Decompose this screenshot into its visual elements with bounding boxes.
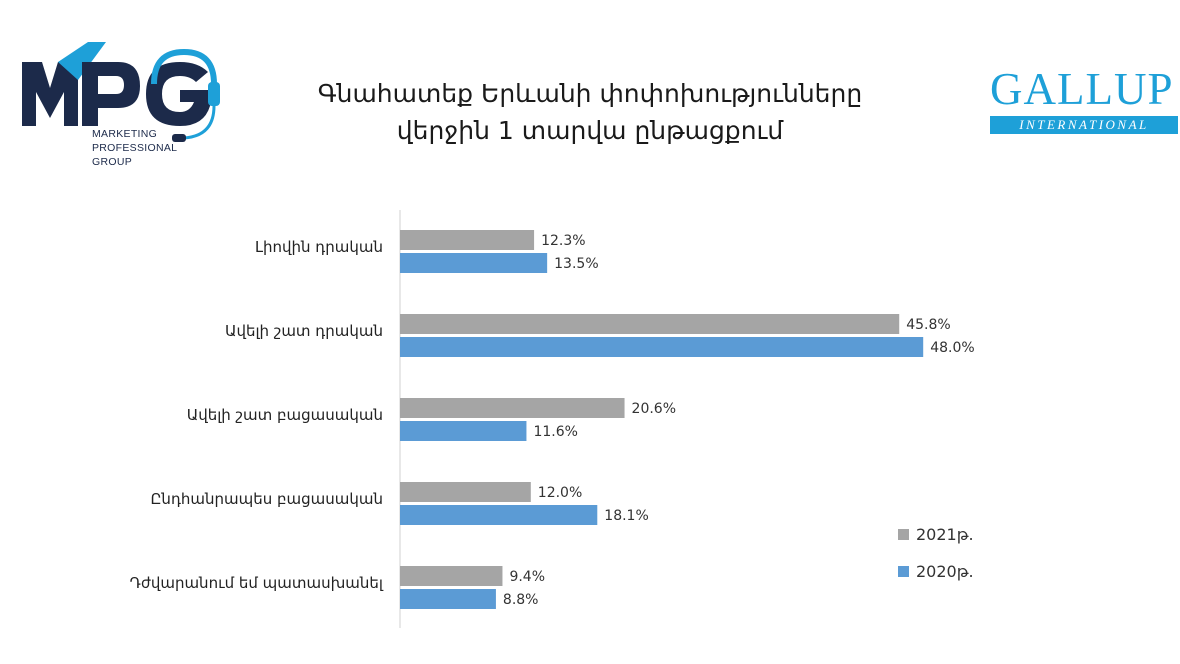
- bar-2020: [400, 589, 496, 609]
- category-label: Ընդհանրապես բացասական: [150, 490, 383, 508]
- value-label: 9.4%: [509, 569, 545, 585]
- bar-2021: [400, 566, 503, 586]
- gallup-band: INTERNATIONAL: [990, 116, 1178, 134]
- category-label: Ավելի շատ դրական: [225, 322, 383, 340]
- mpg-line-3: GROUP: [92, 156, 133, 168]
- legend-swatch: [898, 566, 909, 577]
- bar-2021: [400, 230, 535, 250]
- mpg-line-2: PROFESSIONAL: [92, 142, 178, 154]
- category-label: Ավելի շատ բացասական: [187, 406, 383, 424]
- value-label: 18.1%: [604, 508, 648, 524]
- gallup-logo: GALLUP INTERNATIONAL: [990, 64, 1180, 136]
- legend-label: 2020թ.: [916, 562, 974, 581]
- value-label: 12.3%: [541, 233, 585, 249]
- chart-title-line-1: Գնահատեք Երևանի փոփոխությունները: [317, 79, 863, 108]
- gallup-sub: INTERNATIONAL: [1019, 117, 1149, 132]
- bar-2021: [400, 482, 531, 502]
- chart-title: Գնահատեք Երևանի փոփոխությունները վերջին …: [240, 75, 940, 149]
- category-label: Դժվարանում եմ պատասխանել: [130, 574, 384, 592]
- value-label: 11.6%: [533, 424, 577, 440]
- value-label: 20.6%: [632, 401, 676, 417]
- value-label: 12.0%: [538, 485, 582, 501]
- value-label: 13.5%: [554, 256, 598, 272]
- bar-2020: [400, 505, 598, 525]
- legend-swatch: [898, 529, 909, 540]
- value-label: 45.8%: [906, 317, 950, 333]
- bar-2021: [400, 398, 625, 418]
- value-label: 48.0%: [930, 340, 974, 356]
- bar-2020: [400, 421, 527, 441]
- gallup-name: GALLUP: [990, 64, 1174, 114]
- mpg-line-1: MARKETING: [92, 128, 158, 140]
- mpg-logo-mark: [22, 42, 220, 142]
- category-label: Լիովին դրական: [255, 238, 383, 256]
- legend-label: 2021թ.: [916, 525, 974, 544]
- mpg-logo: MARKETING PROFESSIONAL GROUP: [22, 40, 227, 175]
- value-label: 8.8%: [503, 592, 539, 608]
- bar-2020: [400, 337, 924, 357]
- bar-2021: [400, 314, 900, 334]
- chart-title-line-2: վերջին 1 տարվա ընթացքում: [396, 116, 784, 145]
- bar-2020: [400, 253, 548, 273]
